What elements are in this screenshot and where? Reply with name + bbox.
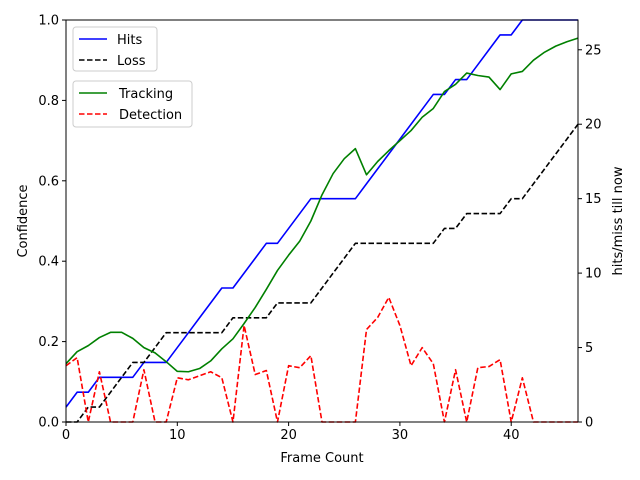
legend-loss-label: Loss: [117, 54, 146, 69]
x-tick-label: 40: [503, 428, 520, 443]
ticks-layer: 0 10 20 30 40 0.0 0.2 0.4 0.6 0.8 1.0 0 5 10 15 20 25: [38, 14, 601, 444]
series-line-detection: [65, 296, 578, 423]
y-axis-label-left: Confidence: [16, 184, 31, 257]
y-right-tick-label: 0: [585, 416, 593, 431]
legend-tracking-label: Tracking: [118, 87, 173, 102]
y-left-tick-label: 0.4: [38, 255, 59, 270]
x-tick-label: 30: [392, 428, 409, 443]
series-layer: [65, 19, 579, 423]
y-left-tick-label: 1.0: [38, 14, 59, 29]
series-line-tracking: [65, 37, 579, 373]
y-left-tick-label: 0.0: [38, 416, 59, 431]
series-line-hits: [65, 19, 578, 408]
y-right-tick-label: 15: [585, 192, 602, 207]
y-right-tick-label: 5: [585, 341, 593, 356]
x-tick-label: 10: [169, 428, 186, 443]
x-tick-label: 0: [62, 428, 70, 443]
y-axis-label-right: hits/miss till now: [611, 166, 626, 275]
legend-1-frame: [72, 26, 158, 72]
legend-hits-label: Hits: [117, 33, 142, 48]
legend-tracking-detection: Tracking Detection: [72, 80, 193, 128]
y-right-tick-label: 10: [585, 267, 602, 282]
x-axis-label: Frame Count: [280, 451, 363, 466]
y-left-tick-label: 0.2: [38, 335, 59, 350]
y-right-tick-label: 25: [585, 43, 602, 58]
y-left-tick-label: 0.6: [38, 174, 59, 189]
series-line-loss: [66, 123, 579, 423]
legend-detection-label: Detection: [119, 108, 182, 123]
y-right-tick-label: 20: [585, 118, 602, 133]
y-left-tick-label: 0.8: [38, 94, 59, 109]
x-tick-label: 20: [280, 428, 297, 443]
plot-frame: [65, 19, 579, 423]
legend-hits-loss: Hits Loss: [72, 26, 158, 72]
